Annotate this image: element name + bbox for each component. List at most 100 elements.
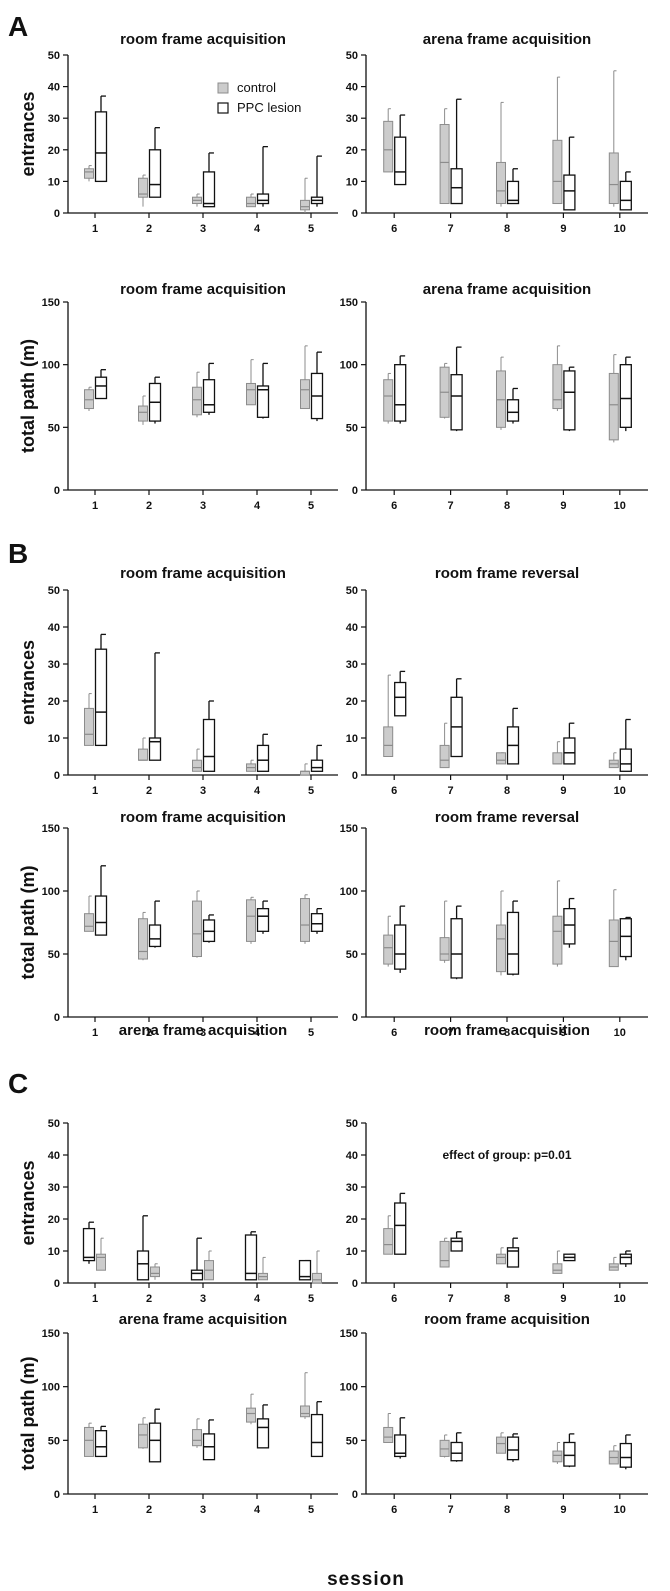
x-tick-label: 9 [560, 785, 566, 797]
iqr-box [450, 1237, 463, 1252]
x-tick-label: 1 [92, 785, 98, 797]
control-box [138, 174, 148, 207]
iqr-box [202, 171, 216, 208]
chart-b-1-1: room frame acquisition 0 10 20 30 40 50 1 2 3 4 5 [48, 565, 338, 797]
control-box [246, 759, 256, 772]
x-tick-label: 5 [308, 785, 314, 797]
lesion-box [450, 678, 463, 758]
iqr-box [563, 907, 576, 945]
lesion-box [394, 355, 407, 424]
lesion-box [256, 362, 270, 419]
y-tick-label: 0 [352, 485, 358, 497]
x-tick-label: 10 [614, 1293, 626, 1305]
x-tick-label: 1 [92, 223, 98, 235]
chart-a-1-2: arena frame acquisition 0 10 20 30 40 50 6 7 8 9 10 [346, 31, 648, 235]
y-tick-label: 50 [48, 585, 60, 597]
lesion-box [202, 362, 216, 415]
control-box [192, 371, 202, 418]
lesion-box [310, 155, 324, 207]
control-box [383, 915, 394, 967]
iqr-box [450, 918, 463, 979]
control-box [246, 1393, 256, 1425]
lesion-box [563, 722, 576, 765]
x-tick-label: 4 [254, 1293, 261, 1305]
iqr-box [496, 370, 506, 428]
iqr-box [619, 1442, 632, 1468]
lesion-box [619, 171, 632, 211]
iqr-box [300, 379, 310, 410]
x-tick-label: 6 [391, 500, 397, 512]
lesion-box [450, 346, 463, 432]
iqr-box [394, 1434, 407, 1458]
lesion-box [506, 900, 520, 976]
x-tick-label: 4 [254, 1027, 261, 1039]
y-tick-label: 50 [346, 949, 358, 961]
control-box [300, 1372, 310, 1419]
iqr-box [244, 1234, 258, 1281]
y-axis-label: total path (m) [18, 866, 38, 980]
control-box [496, 101, 506, 207]
control-box [138, 911, 148, 961]
legend-lesion-label: PPC lesion [237, 100, 301, 115]
iqr-box [84, 1426, 94, 1457]
y-tick-label: 40 [48, 1150, 60, 1162]
control-box [552, 741, 563, 765]
iqr-box [394, 924, 407, 970]
y-tick-label: 10 [346, 1246, 358, 1258]
x-tick-label: 3 [200, 1504, 206, 1516]
control-box [383, 1215, 394, 1255]
y-tick-label: 0 [54, 1489, 60, 1501]
iqr-box [312, 1272, 322, 1284]
y-tick-label: 150 [340, 297, 358, 309]
iqr-box [563, 174, 576, 211]
control-box [192, 1418, 202, 1448]
x-tick-label: 2 [146, 1504, 152, 1516]
control-box [496, 890, 506, 976]
y-tick-label: 50 [48, 422, 60, 434]
lesion-box [256, 145, 270, 207]
iqr-box [439, 124, 450, 205]
y-tick-label: 10 [48, 1246, 60, 1258]
control-box [150, 1263, 160, 1280]
x-tick-label: 10 [614, 1027, 626, 1039]
control-box [552, 345, 563, 412]
iqr-box [192, 386, 202, 416]
y-tick-label: 40 [346, 1150, 358, 1162]
y-tick-label: 100 [340, 360, 358, 372]
y-tick-label: 100 [42, 886, 60, 898]
control-box [84, 693, 94, 746]
chart-title: room frame acquisition [120, 809, 286, 826]
lesion-box [450, 98, 463, 205]
x-tick-label: 10 [614, 1504, 626, 1516]
iqr-box [506, 1247, 520, 1268]
lesion-box [619, 916, 632, 961]
control-box [246, 193, 256, 208]
y-tick-label: 50 [346, 1118, 358, 1130]
iqr-box [148, 1422, 162, 1463]
x-tick-label: 9 [560, 223, 566, 235]
iqr-box [608, 372, 619, 441]
lesion-box [94, 865, 108, 936]
control-box [300, 177, 310, 213]
chart-title: room frame acquisition [120, 281, 286, 298]
iqr-box [552, 1450, 563, 1463]
y-tick-label: 10 [346, 176, 358, 188]
x-tick-label: 6 [391, 785, 397, 797]
y-tick-label: 20 [346, 145, 358, 157]
x-tick-label: 2 [146, 1027, 152, 1039]
lesion-box [563, 1253, 576, 1262]
lesion-box [244, 1231, 258, 1281]
control-box [383, 1413, 394, 1443]
y-tick-label: 20 [346, 1214, 358, 1226]
control-box [608, 1445, 619, 1465]
control-box [192, 890, 202, 958]
x-tick-label: 5 [308, 1293, 314, 1305]
control-box [439, 722, 450, 769]
lesion-box [563, 366, 576, 432]
lesion-box [256, 1404, 270, 1449]
iqr-box [246, 196, 256, 208]
iqr-box [256, 1418, 270, 1449]
iqr-box [300, 1405, 310, 1418]
x-tick-label: 10 [614, 223, 626, 235]
